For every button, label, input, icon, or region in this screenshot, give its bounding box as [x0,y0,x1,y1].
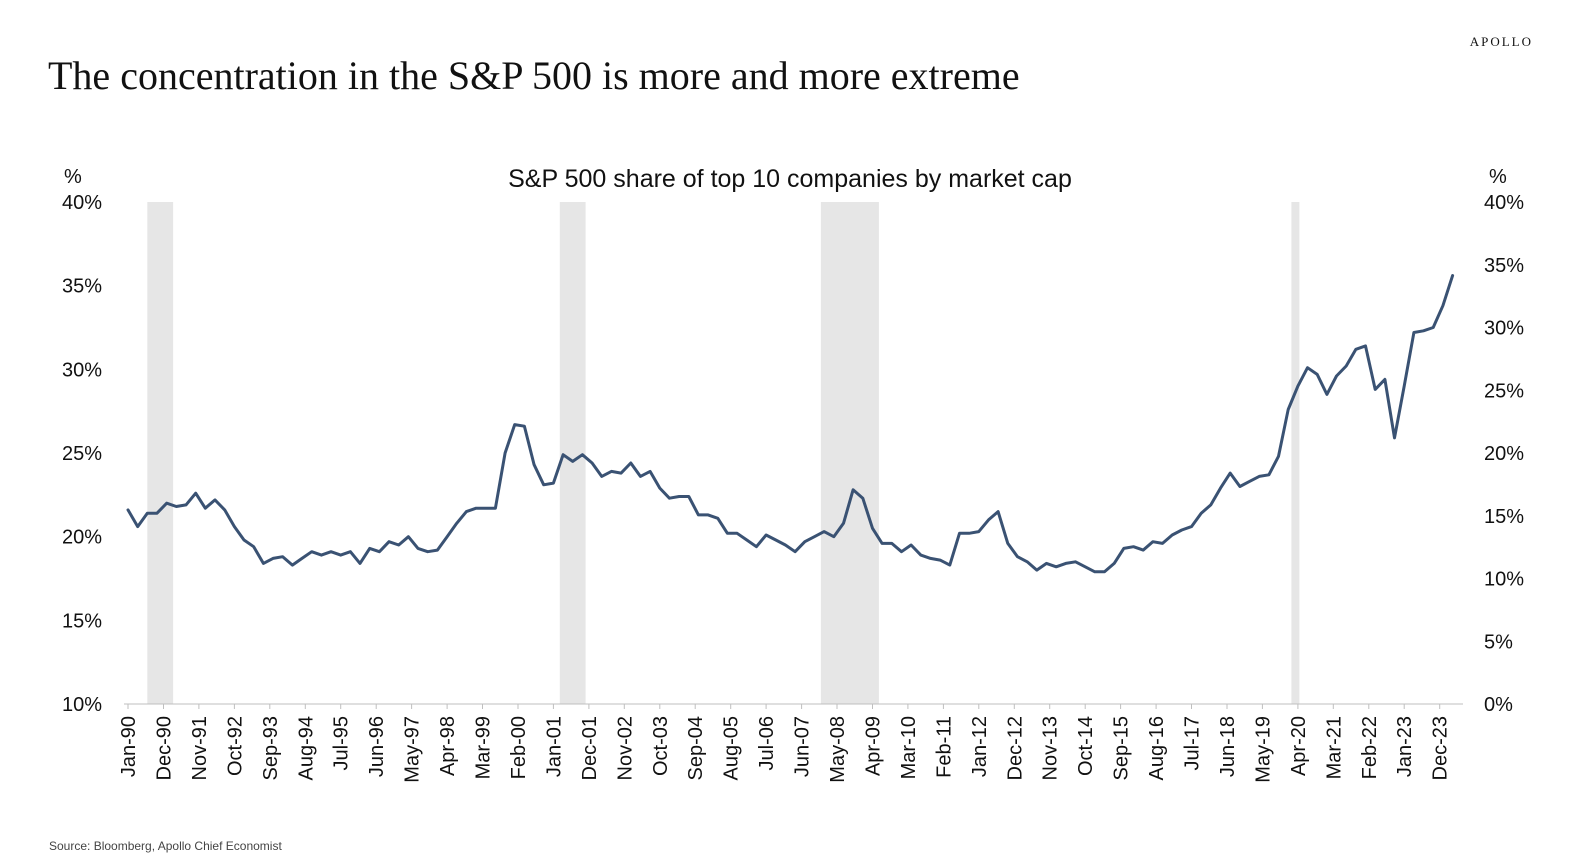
x-tick-label: Sep-93 [260,716,282,781]
x-tick-label: Mar-21 [1323,716,1345,779]
series-group [126,274,1455,574]
x-tick-label: May-08 [827,716,849,783]
series-line-1 [126,274,1455,574]
recession-band-4 [1291,202,1300,704]
x-tick-label: Feb-11 [933,716,955,778]
y-left-tick-label: 15% [62,610,102,632]
x-tick-label: Dec-23 [1430,716,1452,780]
y-left-tick-label: 10% [62,694,102,716]
x-tick-label: Apr-20 [1288,716,1310,776]
page-headline: The concentration in the S&P 500 is more… [48,53,1020,98]
y-right-tick-label: 40% [1484,192,1524,214]
x-tick-label: Jul-17 [1182,716,1204,770]
x-tick-label: Apr-98 [437,716,459,776]
x-tick-label: Jan-12 [969,716,991,777]
x-tick-label: Nov-13 [1040,716,1062,780]
recession-band-1 [147,202,174,704]
x-tick-label: Oct-03 [650,716,672,776]
x-tick-label: Jun-18 [1217,716,1239,777]
x-tick-label: Mar-99 [473,716,495,779]
recession-band-3 [820,202,879,704]
y-left-tick-label: 25% [62,443,102,465]
y-right-tick-label: 15% [1484,506,1524,528]
x-tick-label: May-97 [402,716,424,783]
y-axis-right: 40% 35% 30% 25% 20% 15% 10% 5% 0% [1484,192,1524,716]
y-right-tick-label: 5% [1484,631,1513,653]
y-left-tick-label: 30% [62,359,102,381]
x-tick-label: Aug-16 [1146,716,1168,781]
x-tick-label: Jun-96 [366,716,388,777]
y-right-tick-label: 25% [1484,380,1524,402]
x-tick-label: Oct-92 [224,716,246,776]
x-tick-label: Jul-95 [331,716,353,770]
y-right-tick-label: 20% [1484,443,1524,465]
x-tick-label: Dec-12 [1004,716,1026,780]
x-tick-label: Jan-23 [1394,716,1416,777]
y-axis-left: 40% 35% 30% 25% 20% 15% 10% [62,192,102,716]
x-tick-label: Nov-91 [189,716,211,780]
x-axis: Jan-90 Dec-90 Nov-91 Oct-92 Sep-93 Aug-94 Jul-… [118,704,1452,783]
x-tick-label: Aug-94 [295,716,317,781]
y-axis-right-unit: % [1489,166,1507,188]
x-tick-label: Apr-09 [863,716,885,776]
x-tick-label: Jan-01 [543,716,565,777]
x-tick-label: Jun-07 [792,716,814,777]
y-right-tick-label: 10% [1484,569,1524,591]
source-note: Source: Bloomberg, Apollo Chief Economis… [49,839,282,853]
x-tick-label: Oct-14 [1075,716,1097,776]
chart-title: S&P 500 share of top 10 companies by mar… [508,165,1072,193]
x-tick-label: Jul-06 [756,716,778,770]
y-left-tick-label: 20% [62,527,102,549]
recession-band-2 [559,202,586,704]
apollo-logo: APOLLO [1469,34,1533,49]
x-tick-label: May-19 [1252,716,1274,783]
x-tick-label: Aug-05 [721,716,743,781]
x-tick-label: Sep-04 [685,716,707,781]
x-tick-label: Jan-90 [118,716,140,777]
x-tick-label: Nov-02 [614,716,636,780]
y-axis-left-unit: % [64,166,82,188]
y-right-tick-label: 35% [1484,255,1524,277]
x-tick-label: Feb-00 [508,716,530,779]
x-tick-label: Mar-10 [898,716,920,779]
x-tick-label: Feb-22 [1359,716,1381,779]
y-right-tick-label: 30% [1484,318,1524,340]
x-tick-label: Dec-90 [154,716,176,780]
y-left-tick-label: 35% [62,276,102,298]
recession-shading-group [147,202,1300,704]
y-right-tick-label: 0% [1484,694,1513,716]
x-tick-label: Sep-15 [1111,716,1133,781]
x-tick-label: Dec-01 [579,716,601,780]
y-left-tick-label: 40% [62,192,102,214]
